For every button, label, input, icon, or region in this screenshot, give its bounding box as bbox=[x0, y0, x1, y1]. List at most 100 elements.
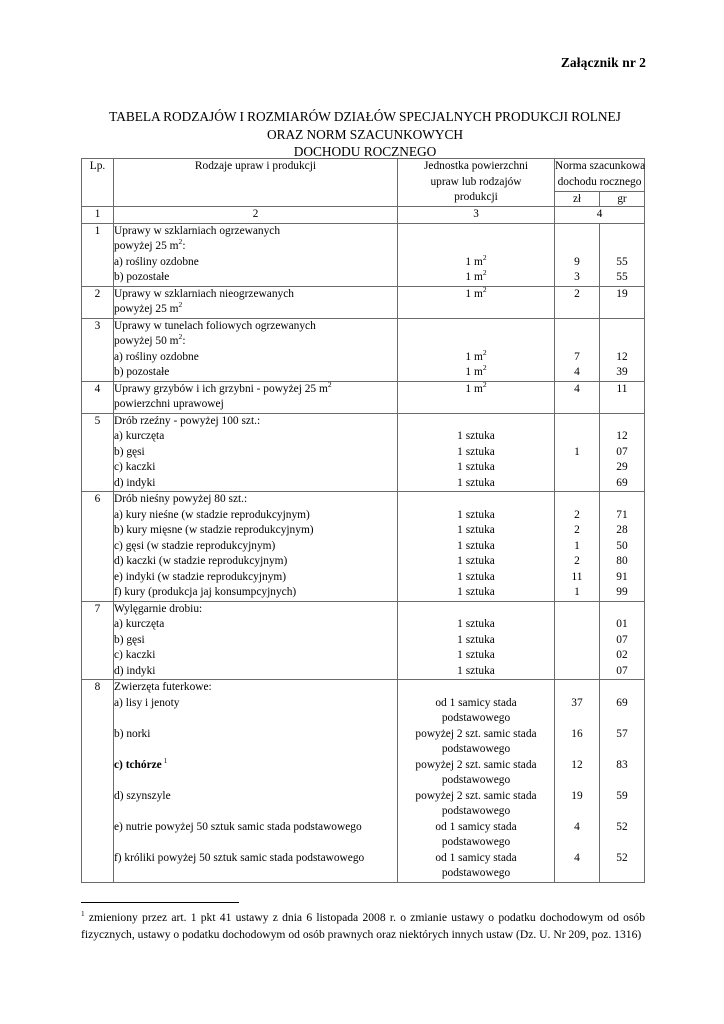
unit-line: 1 m2 bbox=[465, 363, 487, 378]
description-line: Zwierzęta futerkowe: bbox=[114, 681, 212, 693]
description-line: d) kaczki (w stadzie reprodukcyjnym) bbox=[114, 555, 288, 567]
jednostka-line-3: produkcji bbox=[454, 191, 498, 203]
zloty-value: 4 bbox=[574, 820, 580, 833]
jednostka-line-1: Jednostka powierzchni bbox=[423, 160, 529, 172]
unit-line: 1 sztuka bbox=[457, 570, 495, 583]
table-body: 1 Uprawy w szklarniach ogrzewanych powyżej… bbox=[81, 222, 645, 883]
grosz-value: 52 bbox=[616, 820, 628, 833]
row-number: 4 bbox=[81, 380, 114, 414]
description-line: b) pozostałe bbox=[114, 271, 170, 283]
grosz-value: 55 bbox=[616, 255, 628, 268]
grosz-value: 59 bbox=[616, 789, 628, 802]
zloty-value: 19 bbox=[571, 789, 583, 802]
grosz-value: 80 bbox=[616, 555, 628, 567]
unit-line: od 1 samicy stada bbox=[435, 820, 517, 833]
description-line: powierzchni uprawowej bbox=[114, 398, 224, 410]
row-grosz: 11 bbox=[599, 380, 645, 414]
description-line: e) nutrie powyżej 50 sztuk samic stada p… bbox=[114, 820, 362, 833]
description-line: Uprawy w szklarniach ogrzewanych bbox=[114, 224, 281, 237]
description-line: b) gęsi bbox=[114, 633, 145, 646]
zloty-value: 4 bbox=[574, 382, 580, 395]
unit-line: 1 m2 bbox=[465, 347, 487, 363]
table-row: 2 Uprawy w szklarniach nieogrzewanych powy… bbox=[81, 285, 645, 319]
description-line: powyżej 25 m2 bbox=[114, 300, 183, 315]
grosz-value: 69 bbox=[616, 476, 628, 489]
unit-line: 1 sztuka bbox=[457, 633, 495, 646]
grosz-value: 02 bbox=[616, 649, 628, 661]
column-number-3: 3 bbox=[397, 205, 555, 224]
row-zloty: 1 bbox=[554, 412, 600, 492]
grosz-value: 07 bbox=[616, 664, 628, 677]
row-description: Uprawy w tunelach foliowych ogrzewanych p… bbox=[113, 317, 398, 382]
row-grosz: 12 39 bbox=[599, 317, 645, 382]
footnote-text: 1 zmieniony przez art. 1 pkt 41 ustawy z… bbox=[81, 910, 645, 943]
description-line: e) indyki (w stadzie reprodukcyjnym) bbox=[114, 570, 287, 583]
zloty-value: 11 bbox=[571, 570, 583, 583]
row-description: Uprawy grzybów i ich grzybni - powyżej 2… bbox=[113, 380, 398, 414]
description-line: f) kury (produkcja jaj konsumpcyjnych) bbox=[114, 586, 297, 598]
footnote-marker: 1 bbox=[81, 910, 85, 919]
description-line: powyżej 25 m2: bbox=[114, 237, 186, 252]
row-number: 3 bbox=[81, 317, 114, 382]
table-row: 5 Drób rzeźny - powyżej 100 szt.: a) kurcz… bbox=[81, 412, 645, 492]
description-line: c) tchórze 1 bbox=[114, 756, 397, 774]
grosz-value: 28 bbox=[616, 524, 628, 536]
row-description: Drób rzeźny - powyżej 100 szt.: a) kurczę… bbox=[113, 412, 398, 492]
row-grosz: 69 57 83 59 52 52 bbox=[599, 679, 645, 883]
description-line: Drób rzeźny - powyżej 100 szt.: bbox=[114, 414, 261, 427]
description-line: f) króliki powyżej 50 sztuk samic stada … bbox=[114, 851, 365, 864]
row-unit: 1 m2 bbox=[397, 285, 555, 319]
description-line: c) kaczki bbox=[114, 461, 156, 473]
column-header-grosz: gr bbox=[599, 190, 645, 207]
description-line: a) kury nieśne (w stadzie reprodukcyjnym… bbox=[114, 508, 310, 521]
table-row: 6 Drób nieśny powyżej 80 szt.: a) kury nie… bbox=[81, 491, 645, 602]
footnote-separator bbox=[81, 902, 239, 903]
grosz-value: 50 bbox=[616, 539, 628, 552]
row-unit: 1 m2 bbox=[397, 379, 555, 414]
column-number-1: 1 bbox=[81, 205, 114, 224]
grosz-value: 12 bbox=[616, 430, 628, 442]
row-unit: 1 m2 1 m2 bbox=[397, 222, 555, 287]
description-line: a) kurczęta bbox=[114, 430, 165, 442]
table-column-number-row: 1 2 3 4 bbox=[81, 205, 645, 224]
unit-line: powyżej 2 szt. samic stada bbox=[415, 727, 537, 740]
table-row: 1 Uprawy w szklarniach ogrzewanych powyżej… bbox=[81, 222, 645, 287]
unit-line: podstawowego bbox=[441, 774, 511, 786]
row-unit: 1 sztuka 1 sztuka 1 sztuka 1 sztuka bbox=[397, 600, 555, 680]
row-number: 1 bbox=[81, 222, 114, 287]
row-unit: od 1 samicy stada podstawowego powyżej 2 s… bbox=[397, 679, 555, 883]
description-line: Uprawy w szklarniach nieogrzewanych bbox=[114, 287, 294, 300]
grosz-value: 83 bbox=[616, 758, 628, 771]
description-line: d) indyki bbox=[114, 476, 156, 489]
table-row: 4 Uprawy grzybów i ich grzybni - powyżej … bbox=[81, 379, 645, 414]
description-line: c) gęsi (w stadzie reprodukcyjnym) bbox=[114, 539, 276, 552]
page-title-line-1: TABELA RODZAJÓW I ROZMIARÓW DZIAŁÓW SPEC… bbox=[109, 109, 621, 124]
grosz-value: 12 bbox=[616, 350, 628, 363]
row-number: 2 bbox=[81, 285, 114, 319]
grosz-value: 99 bbox=[616, 586, 628, 598]
unit-line: 1 sztuka bbox=[457, 555, 495, 567]
page-title-line-3: DOCHODU ROCZNEGO bbox=[293, 144, 437, 159]
attachment-label: Załącznik nr 2 bbox=[560, 55, 646, 70]
description-line: a) rośliny ozdobne bbox=[114, 350, 199, 363]
row-description: Uprawy w szklarniach ogrzewanych powyżej … bbox=[113, 222, 398, 287]
unit-line: 1 sztuka bbox=[457, 430, 495, 442]
norms-table-container: Lp. Rodzaje upraw i produkcji Jednostka … bbox=[81, 158, 645, 883]
grosz-value: 91 bbox=[616, 570, 628, 583]
table-header-row: Lp. Rodzaje upraw i produkcji Jednostka … bbox=[81, 158, 645, 207]
row-zloty: 37 16 12 19 4 4 bbox=[554, 679, 600, 883]
unit-line: powyżej 2 szt. samic stada bbox=[415, 758, 537, 771]
zloty-value: 4 bbox=[574, 366, 580, 378]
zloty-value: 2 bbox=[574, 524, 580, 536]
row-number: 7 bbox=[81, 600, 114, 680]
row-unit: 1 m2 1 m2 bbox=[397, 317, 555, 382]
unit-line: 1 sztuka bbox=[457, 649, 495, 661]
unit-line: 1 m2 bbox=[465, 379, 487, 395]
description-line: Uprawy w tunelach foliowych ogrzewanych bbox=[114, 319, 316, 332]
grosz-value: 07 bbox=[616, 445, 628, 458]
zloty-value: 7 bbox=[574, 350, 580, 363]
footnote-reference: 1 bbox=[163, 756, 168, 765]
unit-line: od 1 samicy stada bbox=[435, 696, 517, 709]
grosz-value: 01 bbox=[616, 618, 628, 630]
